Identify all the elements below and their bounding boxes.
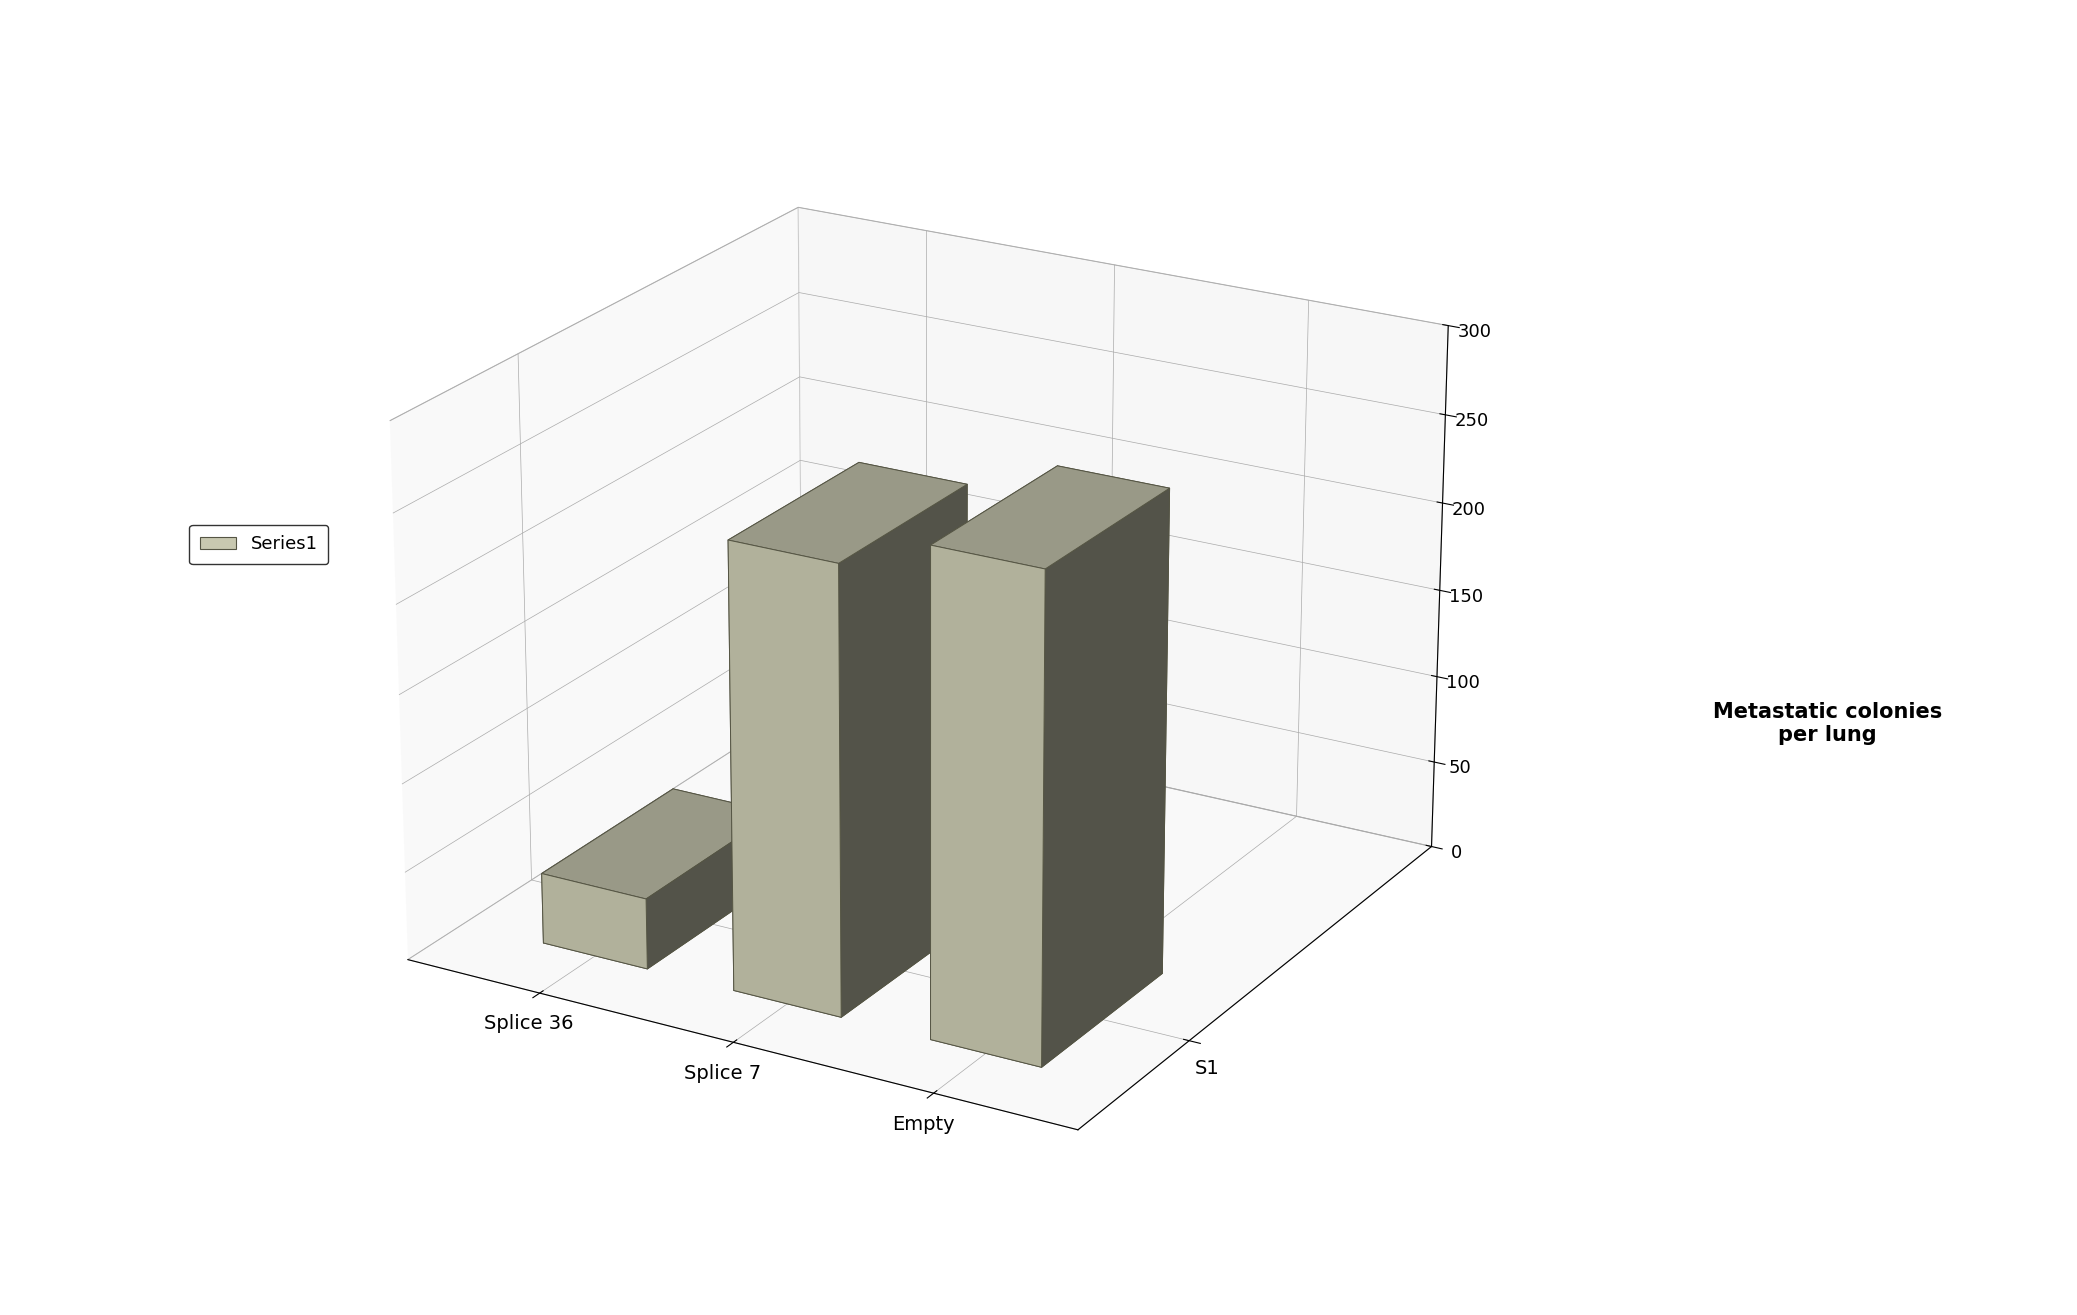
Legend: Series1: Series1: [189, 525, 328, 564]
Text: Metastatic colonies
per lung: Metastatic colonies per lung: [1714, 702, 1942, 744]
